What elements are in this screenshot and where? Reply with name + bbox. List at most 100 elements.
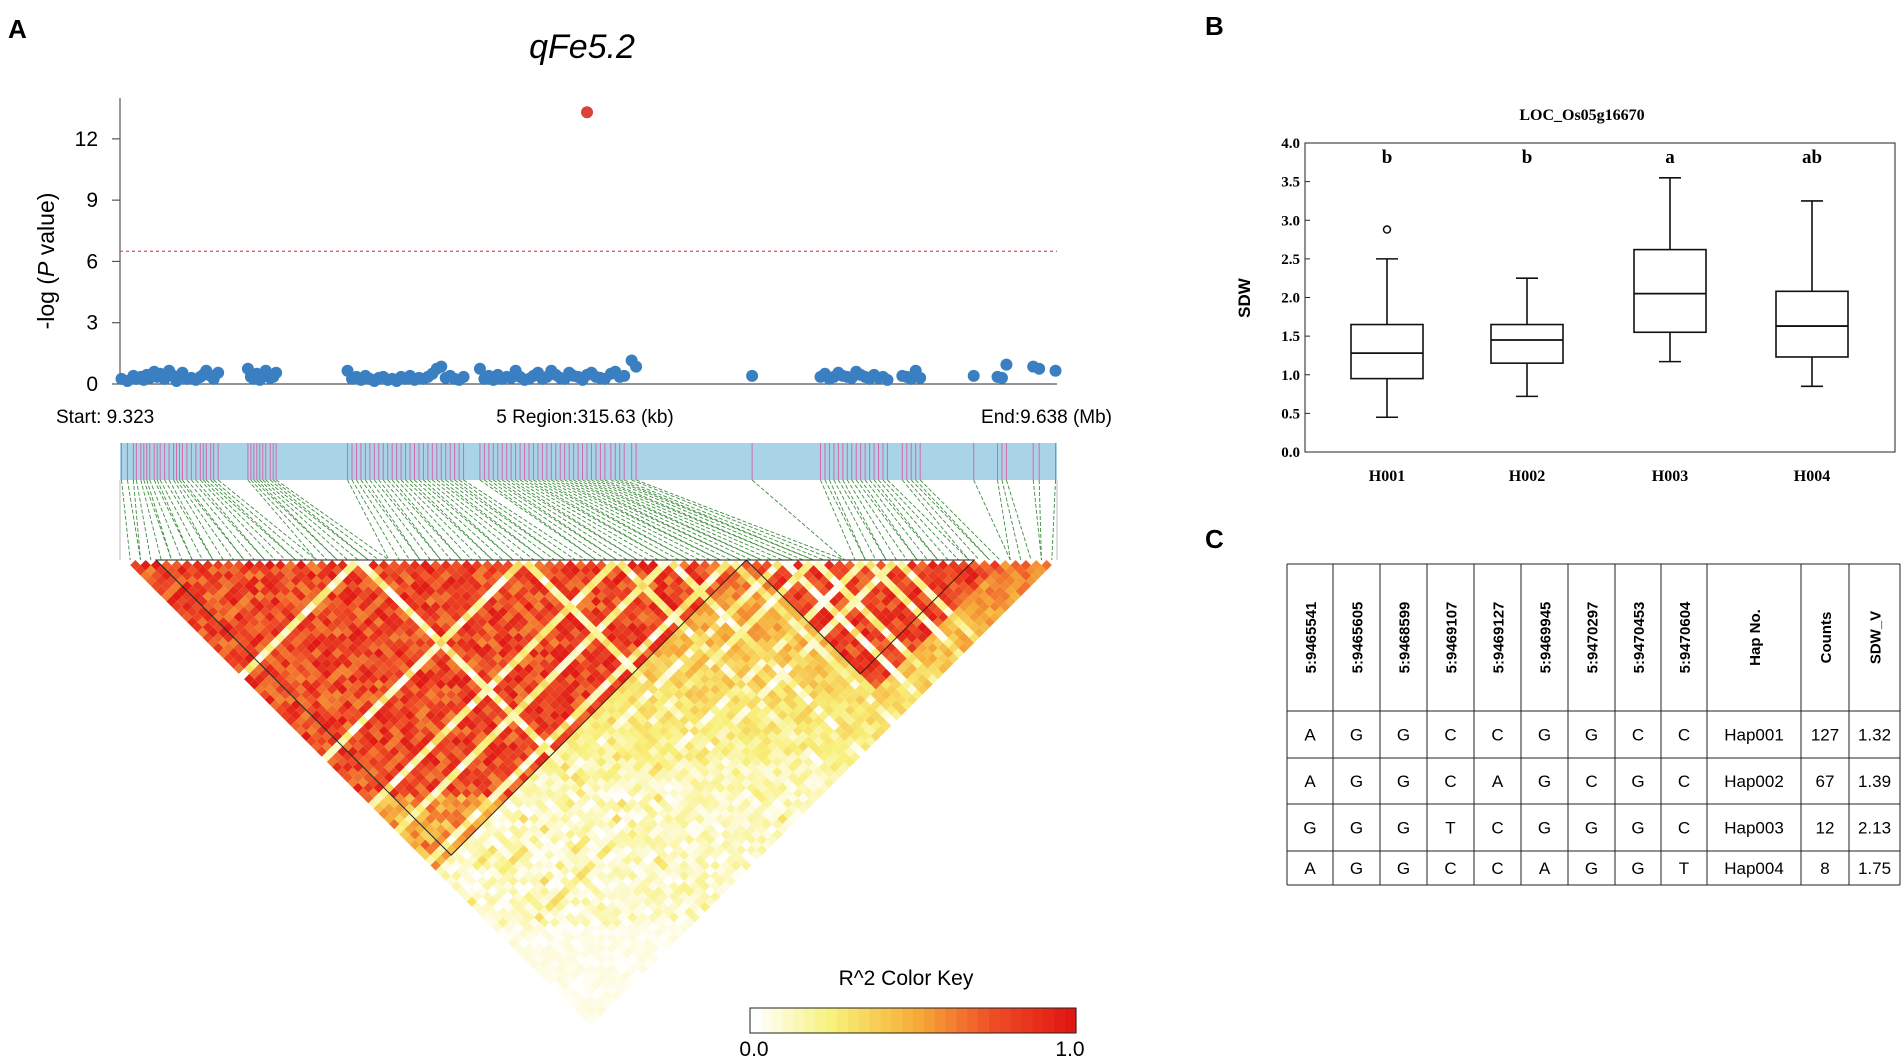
ld-cell xyxy=(295,570,307,581)
ld-cell xyxy=(627,932,638,944)
ld-cell xyxy=(508,565,519,576)
ld-cell xyxy=(559,668,571,680)
ld-cell xyxy=(596,922,607,933)
ld-cell xyxy=(425,844,436,856)
ld-cell xyxy=(782,704,793,716)
ld-cell xyxy=(301,637,312,649)
ld-cell xyxy=(720,663,731,674)
table-cell: C xyxy=(1491,859,1503,878)
ld-cell xyxy=(414,637,426,649)
snp-link-line xyxy=(369,479,431,561)
ld-cell xyxy=(482,912,493,923)
ld-cell xyxy=(249,585,260,597)
ld-cell xyxy=(616,912,628,923)
ld-cell xyxy=(565,839,576,850)
ld-cell xyxy=(792,725,804,737)
box-iqr xyxy=(1775,290,1849,358)
ld-cell xyxy=(440,663,452,674)
ld-cell xyxy=(549,834,560,845)
snp-link-line xyxy=(199,479,276,561)
ld-cell xyxy=(715,575,726,586)
ld-cell xyxy=(751,736,762,747)
ld-cell xyxy=(767,824,778,835)
boxplot-y-tick-label: 0.0 xyxy=(1281,445,1300,461)
ld-cell xyxy=(622,616,633,628)
snp-link-line xyxy=(887,479,970,561)
ld-cell xyxy=(332,575,343,586)
ld-cell xyxy=(363,596,374,607)
ld-cell xyxy=(689,901,700,913)
ld-cell xyxy=(461,818,472,830)
ld-cell xyxy=(725,658,736,669)
ld-cell xyxy=(337,756,348,768)
ld-cell xyxy=(342,606,353,617)
ld-cell xyxy=(389,777,400,788)
ld-cell xyxy=(622,565,633,576)
ld-cell xyxy=(414,565,426,576)
ld-cell xyxy=(502,818,514,830)
ld-cell xyxy=(471,746,483,757)
ld-cell xyxy=(565,684,576,695)
ld-cell xyxy=(342,772,353,783)
ld-cell xyxy=(502,777,514,788)
ld-cell xyxy=(565,943,576,954)
ld-cell xyxy=(264,642,276,654)
ld-cell xyxy=(596,736,607,747)
ld-cell xyxy=(725,761,736,773)
ld-cell xyxy=(471,632,483,643)
ld-cell xyxy=(213,560,224,571)
ld-cell xyxy=(508,741,519,752)
ld-cell xyxy=(461,673,472,685)
ld-cell xyxy=(694,637,705,649)
ld-cell xyxy=(767,813,778,825)
ld-cell xyxy=(451,663,462,674)
ld-cell xyxy=(637,829,648,840)
ld-cell xyxy=(264,653,276,664)
ld-cell xyxy=(580,751,591,762)
ld-cell xyxy=(689,580,700,592)
ld-cell xyxy=(606,601,617,612)
ld-cell xyxy=(710,767,721,778)
ld-cell xyxy=(383,637,395,649)
ld-cell xyxy=(632,886,643,897)
ld-cell xyxy=(461,570,472,581)
ld-cell xyxy=(792,704,804,716)
snp-link-line xyxy=(159,479,204,561)
ld-cell xyxy=(570,699,581,711)
ld-cell xyxy=(389,570,400,581)
ld-cell xyxy=(627,839,638,850)
snp-link-line xyxy=(919,479,1001,561)
table-header-cell: Hap No. xyxy=(1747,609,1764,666)
boxplot-y-label: SDW xyxy=(1235,277,1254,318)
ld-cell xyxy=(342,730,353,742)
ld-cell xyxy=(653,679,664,690)
ld-cell xyxy=(611,648,623,659)
ld-cell xyxy=(756,658,768,669)
ld-cell xyxy=(502,684,514,695)
color-key-max-label: 1.0 xyxy=(1055,1038,1084,1058)
ld-cell xyxy=(202,570,214,581)
ld-cell xyxy=(554,767,566,778)
ld-cell xyxy=(559,969,571,980)
ld-cell xyxy=(451,694,462,705)
ld-cell xyxy=(259,575,270,586)
ld-cell xyxy=(311,606,322,617)
ld-cell xyxy=(704,668,716,680)
ld-cell xyxy=(725,585,736,597)
ld-cell xyxy=(606,591,617,602)
ld-cell xyxy=(254,642,265,654)
ld-cell xyxy=(383,751,395,762)
ld-cell xyxy=(238,575,250,586)
ld-cell xyxy=(663,875,674,887)
ld-cell xyxy=(456,627,467,638)
ld-cell xyxy=(368,694,379,705)
ld-cell xyxy=(420,642,431,654)
table-cell: G xyxy=(1397,772,1410,791)
snp-point xyxy=(630,360,643,373)
ld-cell xyxy=(565,798,576,809)
snp-link-line xyxy=(555,479,721,561)
ld-cell xyxy=(772,808,783,819)
ld-cell xyxy=(559,834,571,845)
ld-cell xyxy=(471,642,483,654)
ld-cell xyxy=(539,679,550,690)
